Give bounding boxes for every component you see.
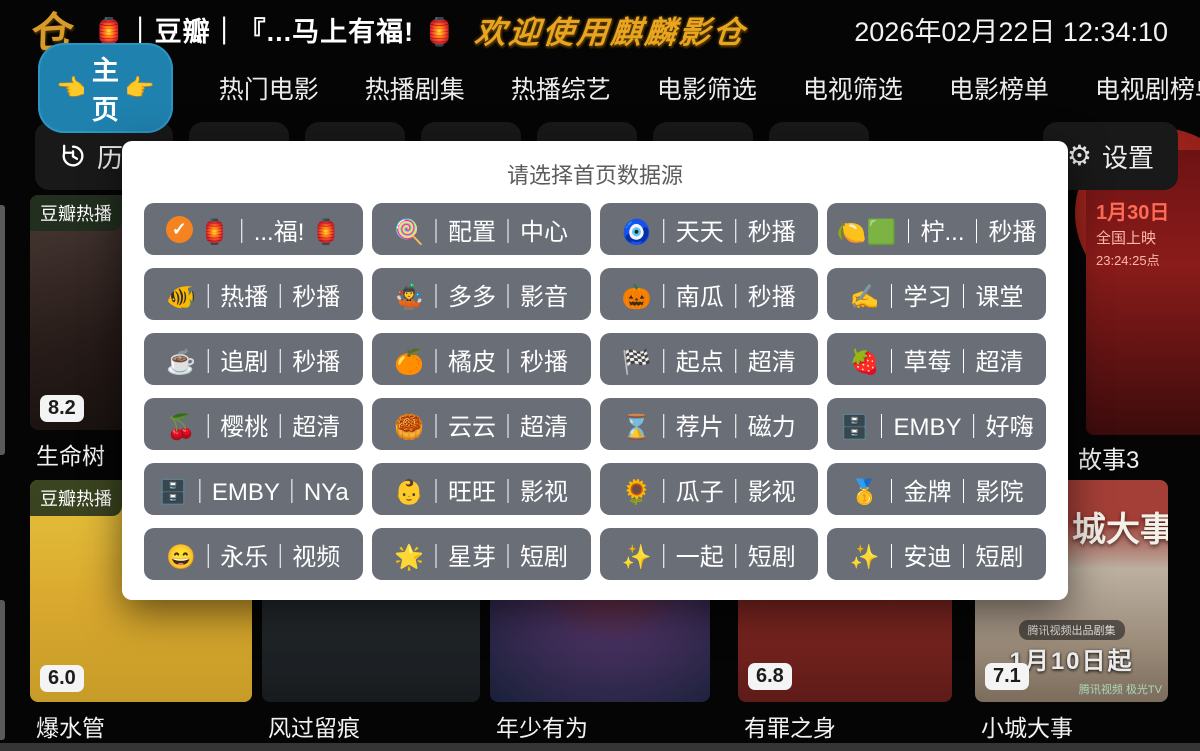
gear-icon: ⚙ bbox=[1066, 140, 1092, 171]
source-button[interactable]: 🎃｜南瓜｜秒播 bbox=[599, 268, 819, 320]
source-label: 🥮｜云云｜超清 bbox=[394, 413, 569, 441]
poster-title: 爆水管 bbox=[36, 715, 105, 741]
release-date-overlay: 1月10日起 bbox=[1009, 648, 1134, 675]
source-button[interactable]: 🐠｜热播｜秒播 bbox=[144, 268, 363, 320]
source-button[interactable]: 🤹｜多多｜影音 bbox=[371, 268, 591, 320]
bottom-edge-bar bbox=[0, 743, 1200, 751]
source-grid: ✓ 🏮｜...福! 🏮 🍭｜配置｜中心 🧿｜天天｜秒播 🍋🟩｜柠...｜秒播 🐠… bbox=[144, 203, 1046, 580]
source-button[interactable]: 🧿｜天天｜秒播 bbox=[599, 203, 819, 255]
source-label: 🌻｜瓜子｜影视 bbox=[621, 478, 796, 506]
source-button[interactable]: 😄｜永乐｜视频 bbox=[144, 528, 363, 580]
poster-title: 年少有为 bbox=[496, 715, 588, 741]
producer-badge: 腾讯视频出品剧集 bbox=[1018, 620, 1125, 640]
source-button[interactable]: 🍓｜草莓｜超清 bbox=[827, 333, 1046, 385]
selected-check-icon: ✓ bbox=[165, 215, 193, 243]
platform-watermark: 腾讯视频 极光TV bbox=[1078, 684, 1162, 696]
nav-item-movie-rank[interactable]: 电影榜单 bbox=[948, 76, 1049, 104]
data-source-dialog: 请选择首页数据源 ✓ 🏮｜...福! 🏮 🍭｜配置｜中心 🧿｜天天｜秒播 🍋🟩｜… bbox=[122, 141, 1068, 600]
source-label: 🥇｜金牌｜影院 bbox=[849, 478, 1024, 506]
rating-badge: 8.2 bbox=[40, 395, 84, 422]
source-button[interactable]: 🌟｜星芽｜短剧 bbox=[371, 528, 591, 580]
poster-image: 1月30日 全国上映 23:24:25点 bbox=[1086, 150, 1200, 435]
poster-title: 小城大事 bbox=[981, 715, 1073, 741]
poster-title: 故事3 bbox=[1078, 447, 1140, 474]
nav-item-hot-series[interactable]: 热播剧集 bbox=[364, 76, 465, 104]
settings-label: 设置 bbox=[1101, 142, 1154, 173]
point-right-hand-icon: 👉 bbox=[124, 74, 155, 102]
source-button[interactable]: 🍊｜橘皮｜秒播 bbox=[371, 333, 591, 385]
poster-title: 有罪之身 bbox=[744, 715, 836, 741]
poster-fragment bbox=[0, 600, 5, 740]
source-label: 🍒｜樱桃｜超清 bbox=[166, 413, 341, 441]
poster-fragment bbox=[0, 205, 5, 455]
release-line: 23:24:25点 bbox=[1096, 252, 1160, 268]
source-label: 🏁｜起点｜超清 bbox=[621, 348, 796, 376]
welcome-banner: 欢迎使用麒麟影仓 bbox=[473, 14, 749, 50]
source-button[interactable]: ✨｜一起｜短剧 bbox=[599, 528, 819, 580]
announcement-marquee: 🏮｜豆瓣｜『...马上有福! 🏮 bbox=[92, 16, 458, 47]
source-label: ☕｜追剧｜秒播 bbox=[166, 348, 341, 376]
source-label: 🗄️｜EMBY｜NYa bbox=[157, 478, 349, 506]
source-label: 🍋🟩｜柠...｜秒播 bbox=[836, 218, 1037, 246]
source-label: ✨｜安迪｜短剧 bbox=[849, 543, 1024, 571]
rating-badge: 7.1 bbox=[985, 663, 1029, 690]
source-button[interactable]: 🗄️｜EMBY｜好嗨 bbox=[827, 398, 1046, 450]
source-button[interactable]: 🍒｜樱桃｜超清 bbox=[144, 398, 363, 450]
douban-hot-badge: 豆瓣热播 bbox=[30, 480, 122, 516]
poster-card[interactable]: 1月30日 全国上映 23:24:25点 bbox=[1086, 150, 1200, 435]
source-label: 🗄️｜EMBY｜好嗨 bbox=[839, 413, 1034, 441]
source-label: 👶｜旺旺｜影视 bbox=[394, 478, 569, 506]
source-button[interactable]: ⌛｜荐片｜磁力 bbox=[599, 398, 819, 450]
source-button[interactable]: 👶｜旺旺｜影视 bbox=[371, 463, 591, 515]
source-button[interactable]: 🌻｜瓜子｜影视 bbox=[599, 463, 819, 515]
release-line: 1月30日 bbox=[1096, 202, 1170, 224]
source-button[interactable]: 🗄️｜EMBY｜NYa bbox=[144, 463, 363, 515]
douban-hot-badge: 豆瓣热播 bbox=[30, 195, 122, 231]
source-label: 🍊｜橘皮｜秒播 bbox=[394, 348, 569, 376]
source-button[interactable]: ✨｜安迪｜短剧 bbox=[827, 528, 1046, 580]
source-label: 🧿｜天天｜秒播 bbox=[621, 218, 796, 246]
rating-badge: 6.0 bbox=[40, 665, 84, 692]
source-button[interactable]: 🏁｜起点｜超清 bbox=[599, 333, 819, 385]
nav-home-label: 主页 bbox=[91, 56, 119, 125]
source-label: ⌛｜荐片｜磁力 bbox=[621, 413, 796, 441]
source-button[interactable]: 🍭｜配置｜中心 bbox=[371, 203, 591, 255]
release-info: 1月30日 全国上映 23:24:25点 bbox=[1096, 198, 1169, 270]
source-button[interactable]: ✍️｜学习｜课堂 bbox=[827, 268, 1046, 320]
source-button[interactable]: ✓ 🏮｜...福! 🏮 bbox=[144, 203, 363, 255]
source-label: 😄｜永乐｜视频 bbox=[166, 543, 341, 571]
nav-item-tv-rank[interactable]: 电视剧榜单 bbox=[1094, 76, 1200, 104]
poster-title: 风过留痕 bbox=[268, 715, 360, 741]
top-bar: 仓 🏮｜豆瓣｜『...马上有福! 🏮 欢迎使用麒麟影仓 2026年02月22日 … bbox=[0, 0, 1200, 58]
source-label: 🤹｜多多｜影音 bbox=[394, 283, 569, 311]
point-left-hand-icon: 👈 bbox=[56, 74, 86, 102]
nav-item-home[interactable]: 👈 主页 👉 bbox=[38, 43, 173, 133]
source-label: 🎃｜南瓜｜秒播 bbox=[621, 283, 796, 311]
source-label: 🍓｜草莓｜超清 bbox=[849, 348, 1024, 376]
datetime-display: 2026年02月22日 12:34:10 bbox=[854, 16, 1168, 47]
source-button[interactable]: 🍋🟩｜柠...｜秒播 bbox=[827, 203, 1046, 255]
rating-badge: 6.8 bbox=[748, 663, 792, 690]
source-label: ✍️｜学习｜课堂 bbox=[849, 283, 1024, 311]
source-label: 🌟｜星芽｜短剧 bbox=[394, 543, 569, 571]
dialog-title: 请选择首页数据源 bbox=[506, 163, 683, 188]
source-button[interactable]: ☕｜追剧｜秒播 bbox=[144, 333, 363, 385]
nav-item-hot-movies[interactable]: 热门电影 bbox=[218, 76, 319, 104]
history-clock-icon bbox=[62, 144, 84, 167]
poster-title: 生命树 bbox=[36, 443, 105, 469]
main-nav: 👈 主页 👉 热门电影 热播剧集 热播综艺 电影筛选 电视筛选 电影榜单 电视剧… bbox=[38, 43, 1200, 133]
release-line: 全国上映 bbox=[1096, 230, 1157, 247]
source-button[interactable]: 🥇｜金牌｜影院 bbox=[827, 463, 1046, 515]
source-label: 🐠｜热播｜秒播 bbox=[166, 283, 341, 311]
source-label: 🍭｜配置｜中心 bbox=[394, 218, 569, 246]
nav-item-tv-filter[interactable]: 电视筛选 bbox=[802, 76, 903, 104]
source-label: 🏮｜...福! 🏮 bbox=[199, 218, 341, 246]
source-label: ✨｜一起｜短剧 bbox=[621, 543, 796, 571]
poster-art-text: 城大事 bbox=[1072, 511, 1168, 549]
source-button[interactable]: 🥮｜云云｜超清 bbox=[371, 398, 591, 450]
nav-item-movie-filter[interactable]: 电影筛选 bbox=[656, 76, 757, 104]
nav-item-hot-variety[interactable]: 热播综艺 bbox=[510, 76, 611, 104]
